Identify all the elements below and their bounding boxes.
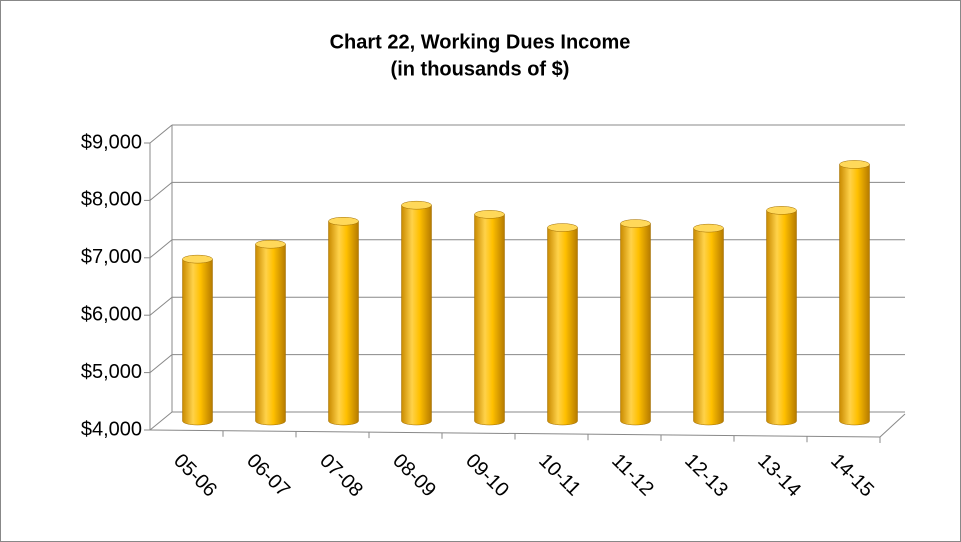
bar bbox=[766, 210, 797, 426]
bar bbox=[547, 227, 578, 426]
bar bbox=[620, 223, 651, 426]
grid-side bbox=[149, 182, 173, 201]
bar-top bbox=[547, 223, 578, 232]
bar bbox=[474, 214, 505, 426]
y-tick-label: $4,000 bbox=[81, 418, 142, 440]
bar-top bbox=[839, 160, 870, 169]
chart-title: Chart 22, Working Dues Income bbox=[330, 31, 631, 53]
y-tick-label: $7,000 bbox=[81, 246, 142, 268]
bar bbox=[693, 227, 724, 426]
bar-top bbox=[620, 219, 651, 228]
y-tick-label: $5,000 bbox=[81, 361, 142, 383]
grid-side bbox=[149, 411, 173, 431]
bar-top bbox=[693, 223, 724, 233]
bar bbox=[401, 204, 432, 426]
bar-top bbox=[182, 254, 213, 264]
y-tick-label: $6,000 bbox=[81, 303, 142, 325]
floor-right bbox=[879, 413, 906, 438]
grid-side bbox=[149, 124, 173, 144]
y-tick-label: $8,000 bbox=[81, 189, 142, 211]
grid-side bbox=[149, 239, 173, 259]
bar-top bbox=[255, 239, 286, 249]
bar-top bbox=[328, 216, 359, 226]
bar-top bbox=[401, 200, 432, 210]
chart-subtitle: (in thousands of $) bbox=[391, 58, 570, 80]
y-tick-label: $9,000 bbox=[81, 131, 142, 153]
bar-top bbox=[474, 210, 505, 219]
bar bbox=[328, 220, 359, 426]
grid-side bbox=[149, 296, 173, 316]
bar bbox=[255, 243, 286, 426]
grid-side bbox=[149, 354, 173, 373]
bar bbox=[839, 164, 870, 426]
bar bbox=[182, 258, 213, 426]
bar-top bbox=[766, 206, 797, 215]
